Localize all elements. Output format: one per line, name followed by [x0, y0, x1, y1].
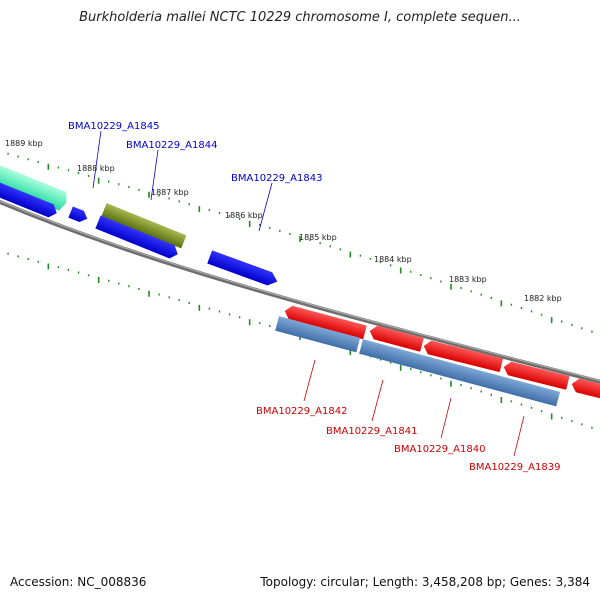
gene-feature-blue-1843[interactable] [207, 250, 279, 288]
kbp-label-1886: 1886 kbp [225, 211, 263, 220]
kbp-label-1885: 1885 kbp [299, 233, 337, 242]
gene-label-BMA10229_A1839[interactable]: BMA10229_A1839 [469, 462, 560, 473]
kbp-label-1882: 1882 kbp [524, 294, 562, 303]
gene-feature-red-1842[interactable] [283, 304, 367, 340]
gene-feature-red-1840[interactable] [422, 339, 504, 373]
gene-label-BMA10229_A1842[interactable]: BMA10229_A1842 [256, 406, 347, 417]
kbp-label-1884: 1884 kbp [374, 255, 412, 264]
chromosome-backbone [0, 199, 600, 384]
gene-feature-olive-1844[interactable] [101, 203, 187, 249]
kbp-label-1883: 1883 kbp [449, 275, 487, 284]
gene-label-BMA10229_A1840[interactable]: BMA10229_A1840 [394, 444, 485, 455]
gene-label-BMA10229_A1841[interactable]: BMA10229_A1841 [326, 426, 417, 437]
gene-feature-blue-1844[interactable] [95, 215, 180, 261]
gene-label-BMA10229_A1844[interactable]: BMA10229_A1844 [126, 140, 217, 151]
map-title: Burkholderia mallei NCTC 10229 chromosom… [79, 10, 521, 25]
gene-feature-steel-2[interactable] [359, 339, 561, 407]
gene-feature-red-1839[interactable] [502, 360, 570, 390]
gene-feature-teal[interactable] [0, 159, 70, 212]
accession-text: Accession: NC_008836 [10, 575, 147, 589]
gene-feature-steel-1[interactable] [275, 316, 361, 353]
kbp-label-1887: 1887 kbp [151, 188, 189, 197]
genome-summary-text: Topology: circular; Length: 3,458,208 bp… [260, 575, 590, 589]
kbp-tick-row-top [7, 152, 593, 333]
gene-label-BMA10229_A1845[interactable]: BMA10229_A1845 [68, 121, 159, 132]
gene-feature-red-1838[interactable] [570, 377, 600, 403]
gene-feature-blue-1846[interactable] [0, 175, 59, 220]
kbp-label-1889: 1889 kbp [5, 139, 43, 148]
chromosome-backbone-highlight [0, 200, 600, 382]
gene-feature-blue-1845[interactable] [68, 206, 89, 224]
gene-label-BMA10229_A1843[interactable]: BMA10229_A1843 [231, 173, 322, 184]
gene-feature-red-1841[interactable] [368, 324, 424, 352]
